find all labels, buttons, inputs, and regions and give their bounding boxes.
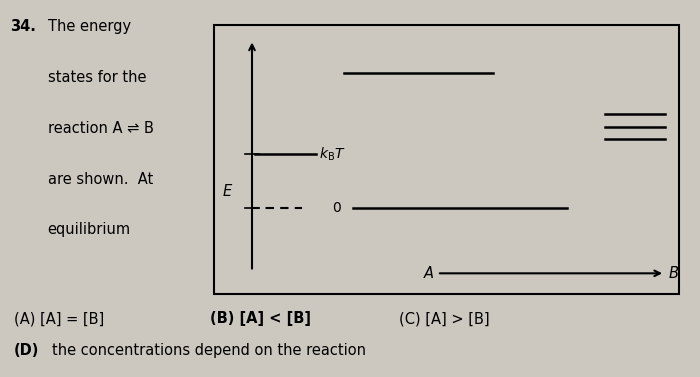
Text: 0: 0: [332, 201, 341, 215]
Text: (D): (D): [14, 343, 39, 358]
Text: The energy: The energy: [48, 19, 131, 34]
Text: E: E: [223, 184, 232, 199]
Text: 34.: 34.: [10, 19, 36, 34]
Text: reaction A ⇌ B: reaction A ⇌ B: [48, 121, 153, 136]
Text: $k_{\mathrm{B}}T$: $k_{\mathrm{B}}T$: [319, 145, 346, 162]
Text: (A) [A] = [B]: (A) [A] = [B]: [14, 311, 104, 326]
Text: B: B: [668, 266, 678, 281]
Text: equilibrium: equilibrium: [48, 222, 131, 238]
Text: the concentrations depend on the reaction: the concentrations depend on the reactio…: [52, 343, 367, 358]
Text: states for the: states for the: [48, 70, 146, 85]
Text: A: A: [424, 266, 433, 281]
Text: are shown.  At: are shown. At: [48, 172, 153, 187]
Bar: [214, 25, 679, 294]
Text: (C) [A] > [B]: (C) [A] > [B]: [399, 311, 489, 326]
Text: (B) [A] < [B]: (B) [A] < [B]: [210, 311, 311, 326]
